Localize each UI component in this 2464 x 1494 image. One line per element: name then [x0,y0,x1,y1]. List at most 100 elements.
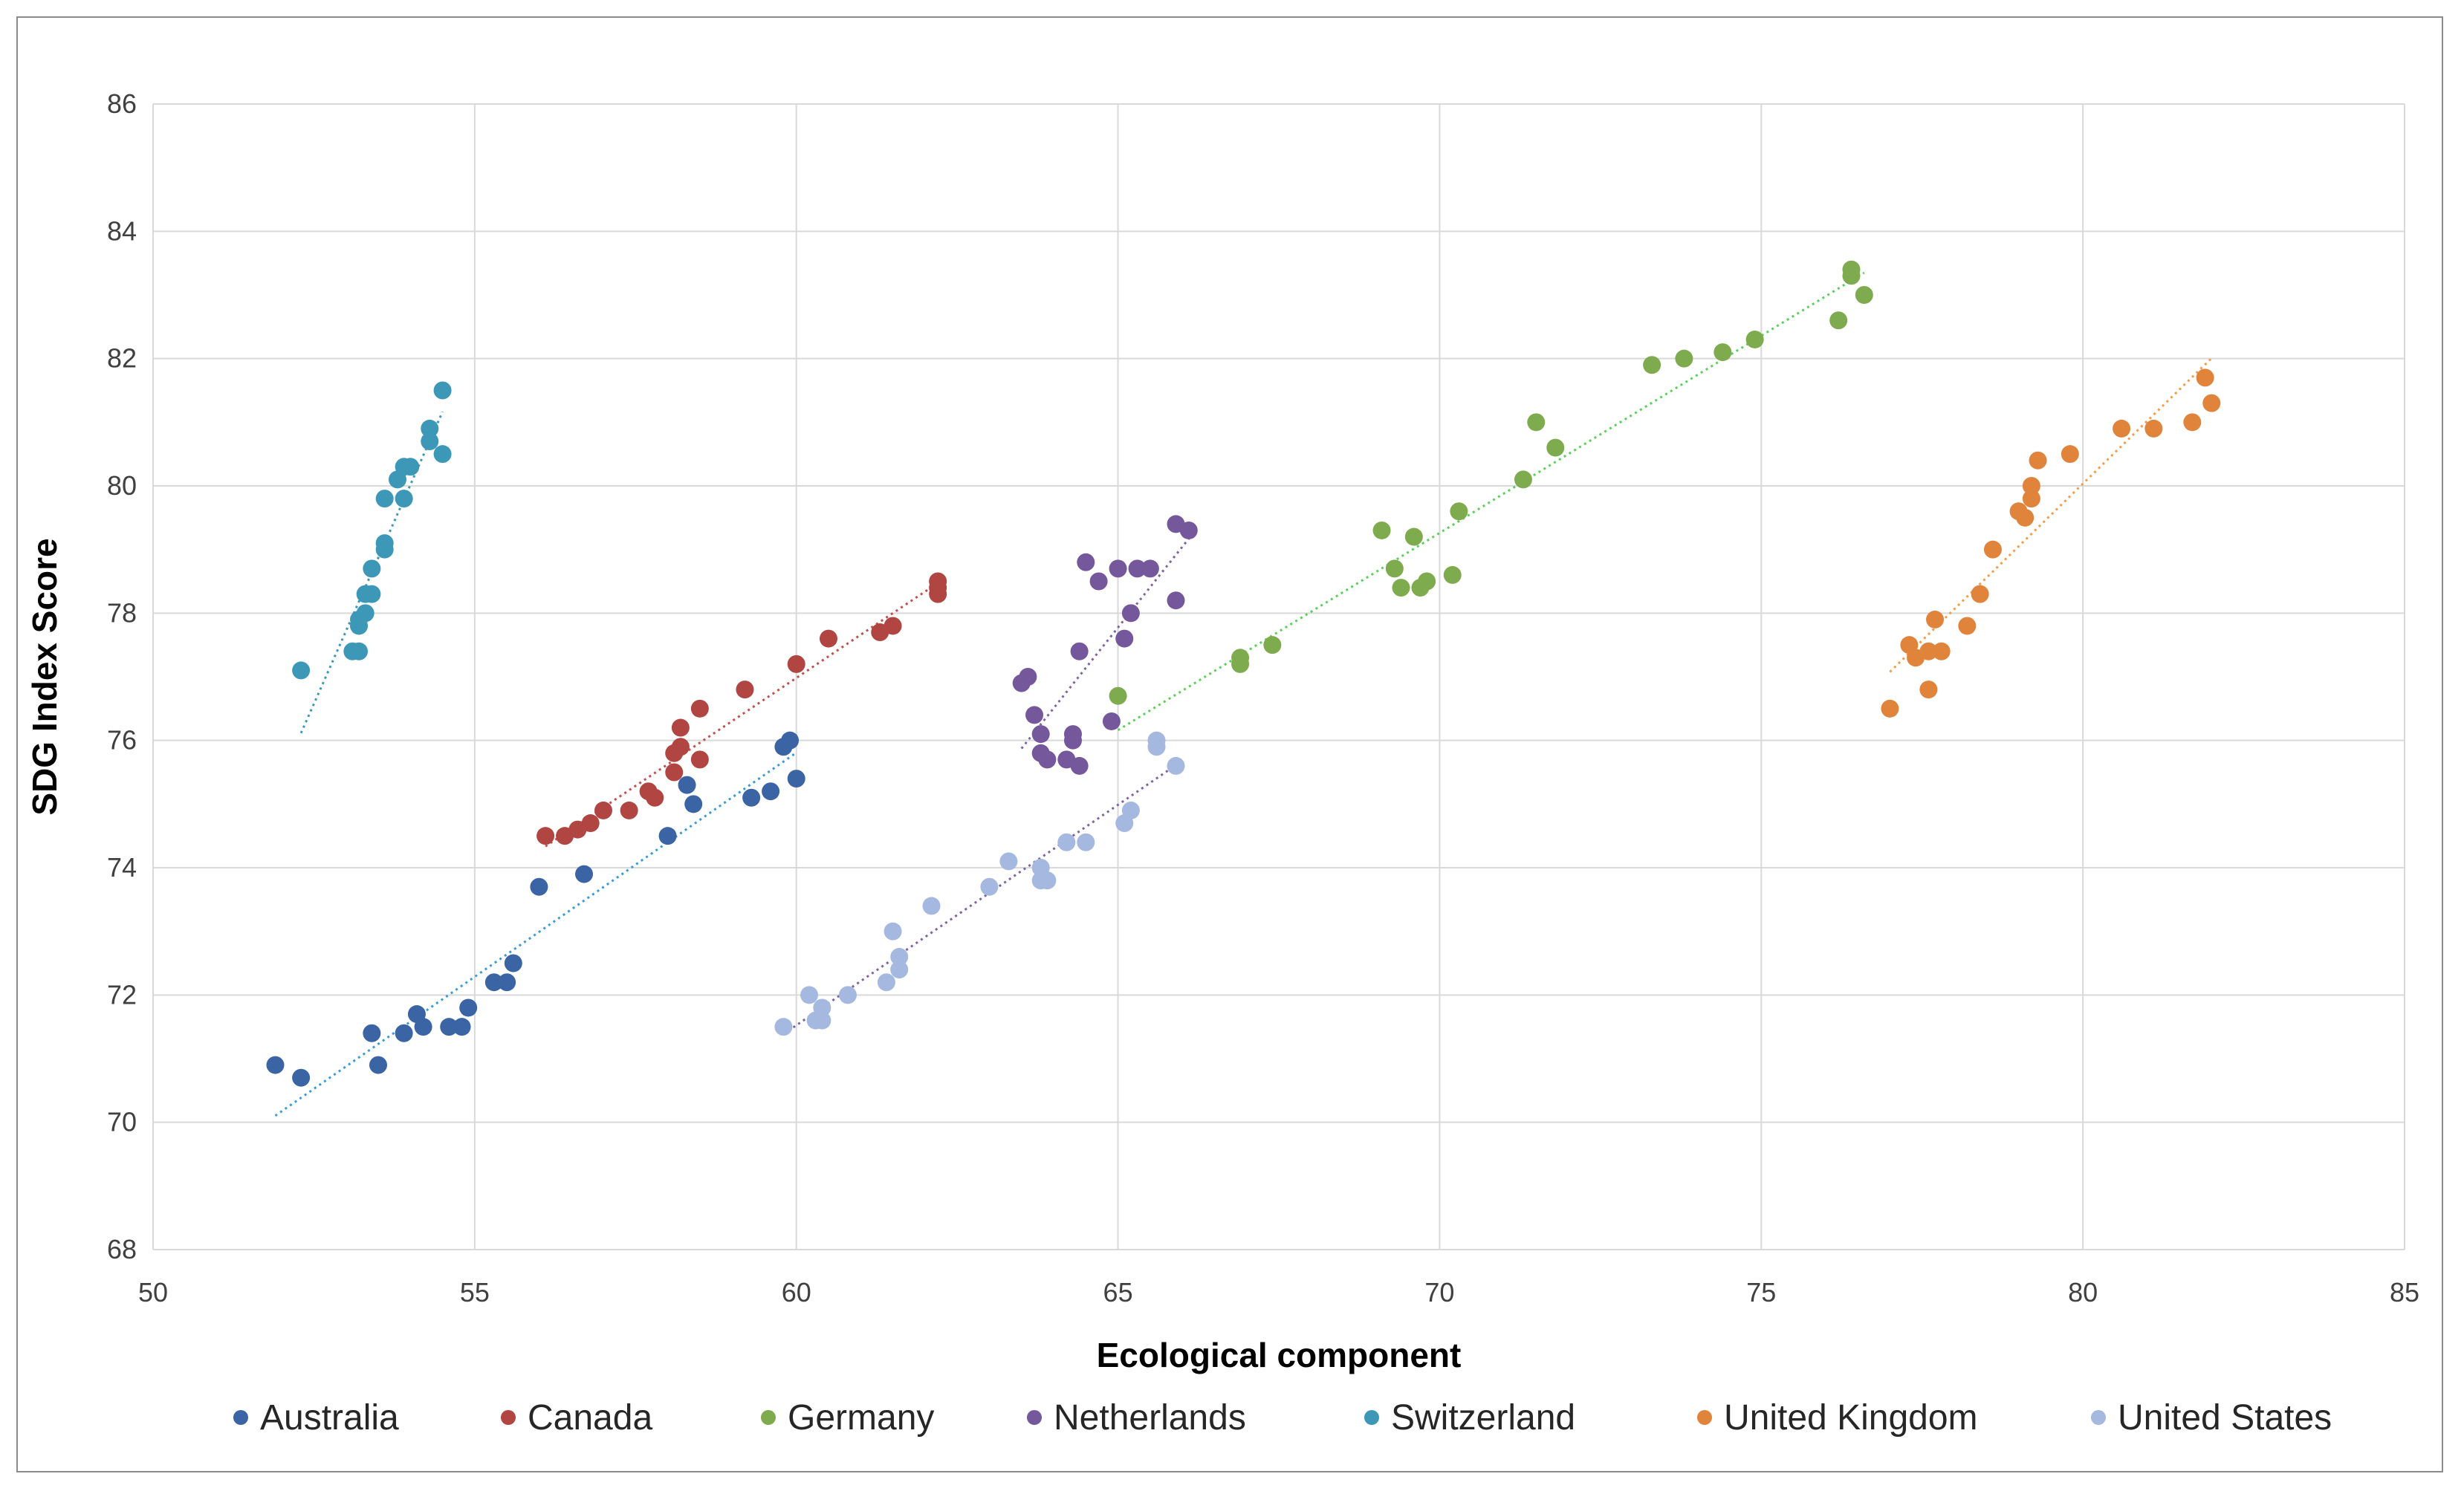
point-netherlands [1179,521,1198,539]
y-tick-label: 68 [107,1234,137,1264]
legend: Australia Canada Germany Netherlands Switzer… [233,1398,2332,1438]
point-united-kingdom [2196,368,2214,387]
point-canada [536,827,555,845]
point-canada [690,750,709,769]
point-united-states [999,852,1018,871]
point-germany [1418,572,1436,591]
point-netherlands [1128,559,1147,578]
point-netherlands [1167,591,1185,610]
legend-marker-canada [501,1410,516,1425]
point-canada [671,738,690,756]
point-united-states [922,897,941,915]
x-tick-label: 80 [2068,1277,2098,1308]
point-australia [762,782,780,801]
point-united-states [813,998,831,1017]
x-axis-title: Ecological component [1097,1336,1462,1374]
point-switzerland [421,432,439,451]
legend-item-germany: Germany [761,1398,934,1438]
point-canada [646,788,664,807]
point-germany [1404,527,1423,546]
point-australia [781,731,800,750]
x-tick-label: 60 [782,1277,811,1308]
point-australia [742,788,761,807]
point-australia [684,795,703,813]
point-united-kingdom [1971,585,1989,603]
point-united-kingdom [2061,445,2079,464]
x-tick-label: 85 [2390,1277,2419,1308]
point-switzerland [356,604,375,623]
scatter-chart: 68 70 72 74 76 78 80 82 84 86 50 55 60 65 70 75 80 85 Eco… [25,88,2419,1438]
point-canada [929,579,947,597]
y-tick-label: 76 [107,725,137,756]
point-germany [1745,330,1764,348]
point-switzerland [350,642,369,660]
point-united-states [980,877,999,896]
x-tick-label: 65 [1103,1277,1133,1308]
point-germany [1372,521,1391,539]
y-tick-label: 78 [107,597,137,628]
y-tick-label: 72 [107,979,137,1010]
point-australia [440,1018,458,1036]
point-united-kingdom [1919,681,1938,699]
y-tick-label: 70 [107,1107,137,1137]
point-germany [1714,343,1732,362]
point-united-kingdom [2144,419,2163,438]
point-united-states [774,1018,793,1036]
point-canada [884,617,902,635]
point-united-kingdom [2202,394,2221,412]
point-switzerland [421,419,439,438]
point-canada [671,718,690,737]
point-australia [498,973,516,992]
legend-item-switzerland: Switzerland [1364,1398,1575,1438]
point-netherlands [1070,756,1089,775]
point-united-states [813,1011,831,1030]
y-axis-title: SDG Index Score [25,538,64,815]
y-tick-label: 82 [107,343,137,374]
legend-item-united-kingdom: United Kingdom [1697,1398,1978,1438]
point-switzerland [433,381,452,400]
point-united-kingdom [2183,413,2202,432]
point-canada [736,681,754,699]
point-united-states [1038,871,1057,890]
y-tick-label: 84 [107,215,137,246]
point-canada [620,801,638,819]
point-united-states [1057,833,1076,851]
point-germany [1263,636,1282,655]
legend-marker-switzerland [1364,1410,1379,1425]
point-united-kingdom [1983,540,2002,559]
legend-label-netherlands: Netherlands [1054,1398,1246,1438]
point-australia [504,954,522,972]
point-australia [658,827,677,845]
trendline-australia [274,751,797,1117]
tick-labels: 68 70 72 74 76 78 80 82 84 86 50 55 60 65 70 75 80 85 [107,88,2419,1308]
point-switzerland [395,490,413,508]
point-canada [594,801,612,819]
point-germany [1675,349,1693,368]
point-switzerland [401,458,420,476]
trendline-canada [545,582,939,848]
point-australia [363,1024,381,1042]
point-germany [1109,686,1127,705]
point-netherlands [1115,629,1134,648]
point-australia [459,998,478,1017]
point-united-kingdom [2113,419,2131,438]
x-tick-label: 75 [1746,1277,1776,1308]
point-switzerland [363,585,381,603]
point-germany [1546,438,1565,457]
point-germany [1855,286,1873,304]
legend-item-canada: Canada [501,1398,652,1438]
chart-frame: 68 70 72 74 76 78 80 82 84 86 50 55 60 65 70 75 80 85 Eco… [16,16,2443,1472]
point-australia [575,865,594,883]
point-switzerland [375,540,394,559]
x-tick-label: 55 [460,1277,490,1308]
legend-label-united-kingdom: United Kingdom [1724,1398,1978,1438]
point-germany [1450,502,1468,521]
y-tick-label: 86 [107,88,137,119]
point-united-kingdom [2029,451,2047,470]
legend-marker-united-states [2091,1410,2106,1425]
point-united-states [890,947,909,966]
x-tick-label: 70 [1424,1277,1454,1308]
point-switzerland [292,661,311,680]
point-germany [1829,311,1848,330]
y-tick-label: 80 [107,470,137,501]
